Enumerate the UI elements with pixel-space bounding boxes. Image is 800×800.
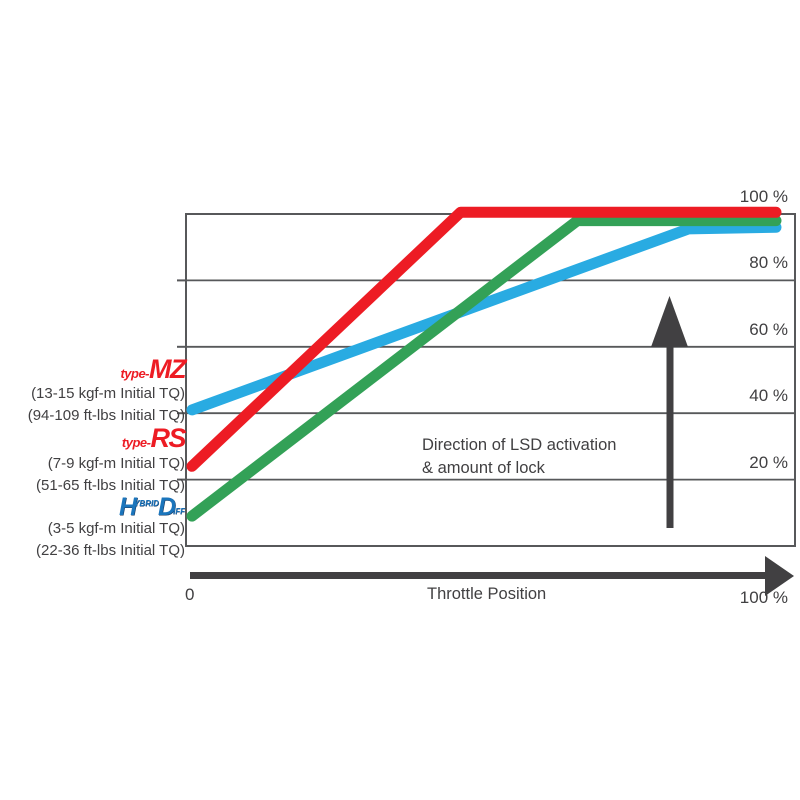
series-line-type-mz <box>186 221 782 416</box>
type-rs-logo-prefix: type- <box>121 435 151 450</box>
annotation-direction-line1: Direction of LSD activation <box>422 436 617 454</box>
series-lines <box>186 206 782 522</box>
type-rs-torque-ftlbs: (51-65 ft-lbs Initial TQ) <box>36 477 185 494</box>
series-line-hybrid-diff <box>186 215 782 522</box>
direction-up-arrow-icon <box>651 296 688 528</box>
hd-torque-kgfm: (3-5 kgf-m Initial TQ) <box>47 520 185 537</box>
type-mz-logo-name: MZ <box>149 354 186 384</box>
y-axis-label-80: 80 % <box>749 253 788 273</box>
type-rs-logo-name: RS <box>150 423 186 453</box>
y-axis-label-100: 100 % <box>739 187 788 206</box>
x-axis-max-label: 100 % <box>739 588 788 607</box>
annotation-direction-line2: & amount of lock <box>422 459 545 477</box>
x-axis-arrow-icon <box>190 556 794 596</box>
hd-logo-iff: IFF <box>173 507 185 516</box>
y-axis-label-60: 60 % <box>749 319 788 339</box>
hd-logo-d: D <box>157 493 176 521</box>
hybrid-diff-logo: HYBRIDDIFF <box>0 493 185 521</box>
type-mz-torque-ftlbs: (94-109 ft-lbs Initial TQ) <box>27 407 185 424</box>
type-mz-logo-prefix: type- <box>120 366 150 381</box>
x-axis-origin-label: 0 <box>185 585 195 604</box>
type-rs-torque-kgfm: (7-9 kgf-m Initial TQ) <box>47 455 185 472</box>
type-rs-logo: type-RS <box>0 425 187 452</box>
y-axis-label-40: 40 % <box>749 386 788 406</box>
type-mz-torque-kgfm: (13-15 kgf-m Initial TQ) <box>31 385 185 402</box>
hd-logo-ybrid: YBRID <box>134 499 159 508</box>
hd-torque-ftlbs: (22-36 ft-lbs Initial TQ) <box>36 542 185 559</box>
y-axis-label-20: 20 % <box>749 452 788 472</box>
type-mz-logo: type-MZ <box>0 356 186 383</box>
x-axis-title: Throttle Position <box>427 585 547 603</box>
series-line-type-rs <box>186 206 782 472</box>
hd-logo-h: H <box>118 493 137 521</box>
